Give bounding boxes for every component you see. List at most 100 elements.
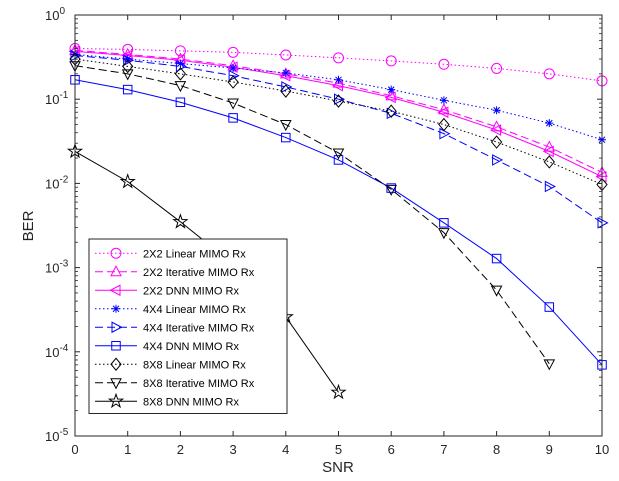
- legend-marker: [112, 304, 120, 313]
- y-tick-label: 10-3: [45, 259, 69, 276]
- data-point: [385, 89, 398, 101]
- data-point: [279, 120, 292, 132]
- data-point: [332, 94, 345, 108]
- x-tick-label: 2: [177, 442, 184, 457]
- data-point: [439, 96, 448, 105]
- data-point: [438, 103, 450, 115]
- data-point: [280, 84, 292, 98]
- x-tick-label: 6: [388, 442, 395, 457]
- series-8: [69, 61, 556, 371]
- data-point: [174, 67, 187, 81]
- x-tick-label: 10: [595, 442, 609, 457]
- x-axis-title: SNR: [322, 459, 354, 476]
- data-point: [330, 383, 347, 400]
- data-point: [543, 359, 556, 371]
- series-line: [74, 79, 603, 366]
- y-axis-title: BER: [20, 210, 37, 241]
- data-point: [281, 132, 291, 143]
- y-tick-label: 10-1: [45, 90, 69, 107]
- legend-label: 4X4 Iterative MIMO Rx: [143, 322, 255, 334]
- data-point: [280, 49, 292, 61]
- data-point: [439, 218, 449, 228]
- data-point: [227, 98, 239, 110]
- data-point: [122, 59, 134, 74]
- series-line: [74, 58, 603, 185]
- y-tick-label: 10-2: [45, 174, 69, 191]
- data-point: [227, 75, 239, 89]
- data-point: [174, 45, 186, 57]
- data-point: [544, 180, 556, 193]
- data-point: [281, 81, 293, 93]
- x-tick-label: 0: [71, 442, 78, 457]
- legend-marker: [111, 341, 121, 351]
- data-point: [439, 127, 451, 140]
- data-point: [226, 61, 238, 74]
- data-point: [386, 183, 396, 193]
- legend-label: 2X2 DNN MIMO Rx: [143, 285, 239, 297]
- legend-label: 4X4 DNN MIMO Rx: [143, 341, 239, 353]
- y-tick-label: 100: [45, 6, 65, 23]
- legend: 2X2 Linear MIMO Rx 2X2 Iterative MIMO Rx 2…: [88, 238, 288, 414]
- data-point: [543, 68, 555, 80]
- data-point: [122, 84, 133, 95]
- data-point: [334, 75, 343, 84]
- x-tick-label: 5: [335, 442, 342, 457]
- data-point: [490, 285, 503, 297]
- data-point: [490, 124, 502, 136]
- y-tick-label: 10-5: [45, 427, 69, 444]
- data-point: [228, 113, 238, 123]
- legend-marker: [110, 378, 122, 390]
- legend-marker: [107, 392, 125, 409]
- legend-label: 2X2 Linear MIMO Rx: [143, 248, 246, 260]
- data-point: [175, 97, 186, 107]
- axis-layer: 0 1 2 3 4 5 6 7 8 9 10 100 10-1 10-2 10-3 10-4 10-5: [45, 6, 609, 457]
- data-point: [544, 302, 555, 312]
- legend-label: 2X2 Iterative MIMO Rx: [143, 267, 255, 279]
- data-point: [227, 46, 239, 58]
- legend-marker: [109, 284, 121, 297]
- data-point: [545, 119, 554, 128]
- x-tick-label: 4: [282, 442, 289, 457]
- legend-marker: [110, 265, 122, 277]
- legend-marker: [110, 357, 122, 372]
- series-layer: [66, 43, 609, 400]
- data-point: [492, 154, 504, 166]
- data-point: [492, 106, 501, 115]
- data-point: [438, 228, 450, 240]
- data-point: [172, 213, 189, 229]
- data-point: [437, 106, 449, 119]
- legend-label: 8X8 Iterative MIMO Rx: [143, 378, 255, 390]
- data-point: [491, 253, 502, 264]
- legend-marker: [111, 321, 123, 334]
- x-tick-label: 7: [440, 442, 447, 457]
- data-point: [333, 52, 344, 64]
- series-line: [74, 55, 603, 224]
- series-7: [69, 52, 608, 192]
- data-point: [438, 58, 450, 70]
- x-tick-label: 3: [229, 442, 236, 457]
- data-point: [70, 49, 82, 62]
- data-point: [119, 173, 136, 189]
- series-line: [74, 50, 603, 178]
- data-point: [490, 135, 503, 149]
- data-point: [385, 184, 398, 196]
- data-point: [333, 155, 344, 165]
- x-tick-label: 9: [546, 442, 553, 457]
- data-point: [542, 145, 554, 158]
- data-point: [387, 85, 396, 94]
- data-point: [543, 155, 555, 169]
- x-tick-label: 8: [493, 442, 500, 457]
- legend-marker: [110, 247, 122, 259]
- legend-label: 8X8 DNN MIMO Rx: [143, 396, 239, 408]
- legend-label: 8X8 Linear MIMO Rx: [143, 359, 246, 371]
- data-point: [123, 55, 132, 64]
- legend-label: 4X4 Linear MIMO Rx: [143, 304, 246, 316]
- data-point: [332, 148, 345, 160]
- y-tick-label: 10-4: [45, 343, 69, 360]
- data-point: [228, 69, 240, 82]
- data-point: [229, 63, 238, 72]
- legend-box: [88, 238, 288, 414]
- data-point: [385, 55, 397, 67]
- data-point: [438, 117, 450, 132]
